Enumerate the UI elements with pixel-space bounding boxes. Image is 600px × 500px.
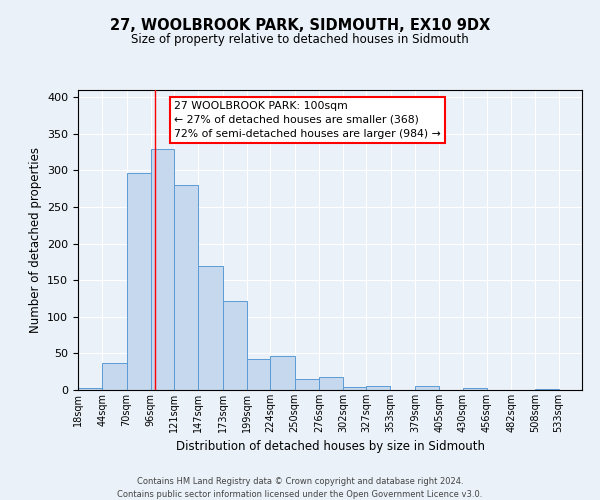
- Bar: [463, 388, 487, 390]
- Bar: [151, 148, 174, 390]
- Bar: [415, 386, 439, 390]
- Bar: [223, 300, 247, 390]
- Y-axis label: Number of detached properties: Number of detached properties: [29, 147, 41, 333]
- Text: 27, WOOLBROOK PARK, SIDMOUTH, EX10 9DX: 27, WOOLBROOK PARK, SIDMOUTH, EX10 9DX: [110, 18, 490, 32]
- Bar: [102, 363, 127, 390]
- Bar: [247, 358, 270, 390]
- Bar: [174, 185, 199, 390]
- Bar: [535, 388, 559, 390]
- Bar: [295, 379, 319, 390]
- Text: Size of property relative to detached houses in Sidmouth: Size of property relative to detached ho…: [131, 32, 469, 46]
- Bar: [367, 386, 390, 390]
- Text: 27 WOOLBROOK PARK: 100sqm
← 27% of detached houses are smaller (368)
72% of semi: 27 WOOLBROOK PARK: 100sqm ← 27% of detac…: [174, 101, 441, 139]
- Bar: [127, 172, 151, 390]
- Bar: [78, 388, 102, 390]
- Text: Contains HM Land Registry data © Crown copyright and database right 2024.: Contains HM Land Registry data © Crown c…: [137, 478, 463, 486]
- Bar: [270, 356, 295, 390]
- Bar: [319, 377, 343, 390]
- Bar: [199, 266, 223, 390]
- Text: Contains public sector information licensed under the Open Government Licence v3: Contains public sector information licen…: [118, 490, 482, 499]
- X-axis label: Distribution of detached houses by size in Sidmouth: Distribution of detached houses by size …: [176, 440, 485, 454]
- Bar: [343, 387, 367, 390]
